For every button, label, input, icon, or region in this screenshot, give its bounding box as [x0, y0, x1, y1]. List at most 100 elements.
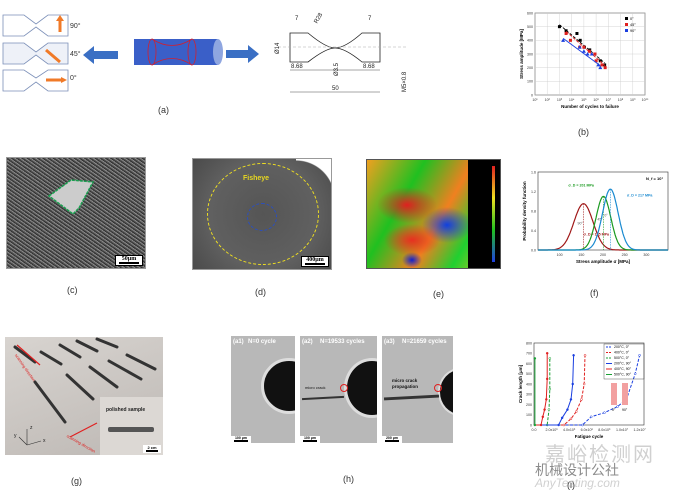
- inset-label: polished sample: [106, 407, 146, 413]
- sem-image-d: Fisheye 400μm: [192, 158, 332, 270]
- data-point: [577, 45, 582, 49]
- data-point: [569, 398, 573, 401]
- dim-7-right: 7: [368, 16, 372, 22]
- y-tick-label: 200: [526, 403, 532, 407]
- fit-line-2: [562, 37, 601, 67]
- legend-label: 0°: [630, 17, 634, 21]
- data-point: [581, 49, 586, 53]
- chart-i-crack-growth: 0.0 2.0x10⁶ 4.0x10⁶ 6.0x10⁶ 8.0x10⁶ 1.0x10⁷ 1.…: [518, 341, 647, 439]
- data-point: [603, 66, 607, 70]
- scale-bar-d: 400μm: [301, 256, 329, 267]
- mean-label: σ_D = 155 MPa: [584, 232, 611, 236]
- specimen-drawing: 7 R28 7 Ø14 Ø3.5 8.68 8.68 50 M5×0.8: [275, 12, 408, 93]
- hole: [438, 368, 453, 416]
- panel-label-g: (g): [71, 476, 82, 486]
- data-point: [557, 25, 561, 29]
- strain-map-e: [366, 159, 501, 269]
- data-point: [569, 417, 573, 421]
- curve-label: 0°: [604, 213, 608, 217]
- data-point: [583, 354, 587, 357]
- data-point: [571, 382, 574, 386]
- data-point: [562, 423, 566, 427]
- orientation-specimens: [2, 14, 69, 92]
- photo-specimens-g: scanning direction scanning direction z …: [5, 337, 163, 455]
- legend-label: 90°: [630, 29, 636, 33]
- dim-dia3-5: Ø3.5: [334, 62, 340, 76]
- panel-label-h: (h): [343, 474, 354, 484]
- data-point: [638, 354, 641, 357]
- fisheye-circle: [207, 163, 319, 265]
- frame-tag: (a3): [384, 339, 395, 345]
- legend-label: 45°: [630, 23, 636, 27]
- watermark-line-3: AnyTesting.com: [535, 476, 620, 490]
- data-point: [582, 382, 586, 386]
- x-tick-label: 2.0x10⁶: [545, 428, 558, 432]
- printed-specimens: [13, 337, 157, 446]
- y-tick-label: 600: [526, 362, 532, 366]
- panel-label-e: (e): [433, 289, 444, 299]
- data-point: [560, 416, 564, 420]
- data-point: [593, 52, 597, 56]
- polished-sample-image: [108, 427, 154, 432]
- y-tick-label: 0: [531, 93, 533, 97]
- x-axis-label: Number of cycles to failure: [561, 104, 619, 109]
- data-point: [568, 38, 572, 42]
- curve-label: 90°: [578, 222, 584, 226]
- x-tick-label: 10⁸: [618, 98, 624, 102]
- data-point: [545, 398, 548, 401]
- legend-marker: [625, 29, 628, 32]
- cylinder-billet: [134, 38, 223, 66]
- watermark-line-2: 机械设计公社: [535, 462, 619, 478]
- specimen-0: [2, 69, 69, 92]
- y-tick-label: 0.8: [531, 209, 536, 213]
- data-point: [557, 423, 560, 427]
- x-tick-label: 200: [600, 253, 606, 257]
- data-point: [582, 45, 586, 49]
- x-tick-label: 8.0x10⁶: [598, 428, 611, 432]
- curve-label: 45°: [597, 218, 603, 222]
- x-tick-label: 0.0: [532, 428, 537, 432]
- arrow-right-icon: [226, 45, 259, 63]
- frame-title: N=19533 cycles: [320, 339, 365, 345]
- data-point: [594, 59, 598, 63]
- axis-y: y: [14, 433, 17, 439]
- y-tick-label: 500: [527, 25, 533, 29]
- x-tick-label: 1.0x10⁷: [616, 428, 629, 432]
- x-tick-label: 1.2x10⁷: [634, 428, 647, 432]
- axis-z: z: [30, 425, 33, 431]
- dim-dia14: Ø14: [275, 42, 281, 54]
- y-tick-label: 300: [527, 52, 533, 56]
- crack-circle: [434, 384, 442, 392]
- y-tick-label: 0.4: [531, 229, 536, 233]
- inset-specimen-90: [622, 383, 628, 405]
- dim-50: 50: [332, 86, 339, 92]
- x-tick-label: 10²: [545, 98, 551, 102]
- legend-box: [603, 343, 645, 380]
- x-axis-label: Stress amplitude σ [MPa]: [576, 259, 631, 264]
- hole: [261, 358, 295, 414]
- x-tick-label: 6.0x10⁶: [581, 428, 594, 432]
- defect-outline: [47, 179, 95, 215]
- data-point: [533, 423, 537, 427]
- specimen-45: [2, 42, 69, 65]
- panel-label-a: (a): [158, 105, 169, 115]
- data-point: [566, 408, 569, 411]
- origin-circle: [247, 203, 277, 231]
- y-tick-label: 100: [527, 80, 533, 84]
- y-tick-label: 300: [526, 393, 532, 397]
- frame-a3: (a3) N=21659 cycles micro crack propagat…: [382, 336, 453, 443]
- data-point: [548, 357, 552, 360]
- x-tick-label: 10⁹: [630, 98, 636, 102]
- data-point: [575, 32, 579, 35]
- frame-a2: (a2) N=19533 cycles micro crack 100 μm: [300, 336, 377, 443]
- data-point: [589, 52, 594, 56]
- legend-marker: [625, 23, 628, 26]
- legend-label: 500°C, 90°: [614, 373, 632, 377]
- legend-label: 200°C, 0°: [614, 345, 630, 349]
- y-tick-label: 1.6: [531, 170, 536, 174]
- color-scale-bar: [492, 166, 495, 262]
- y-tick-label: 0.0: [531, 248, 536, 252]
- frame-title: N=0 cycle: [248, 339, 276, 345]
- angle-label-90: 90°: [70, 23, 81, 30]
- inset-label-0: 0°: [612, 408, 616, 412]
